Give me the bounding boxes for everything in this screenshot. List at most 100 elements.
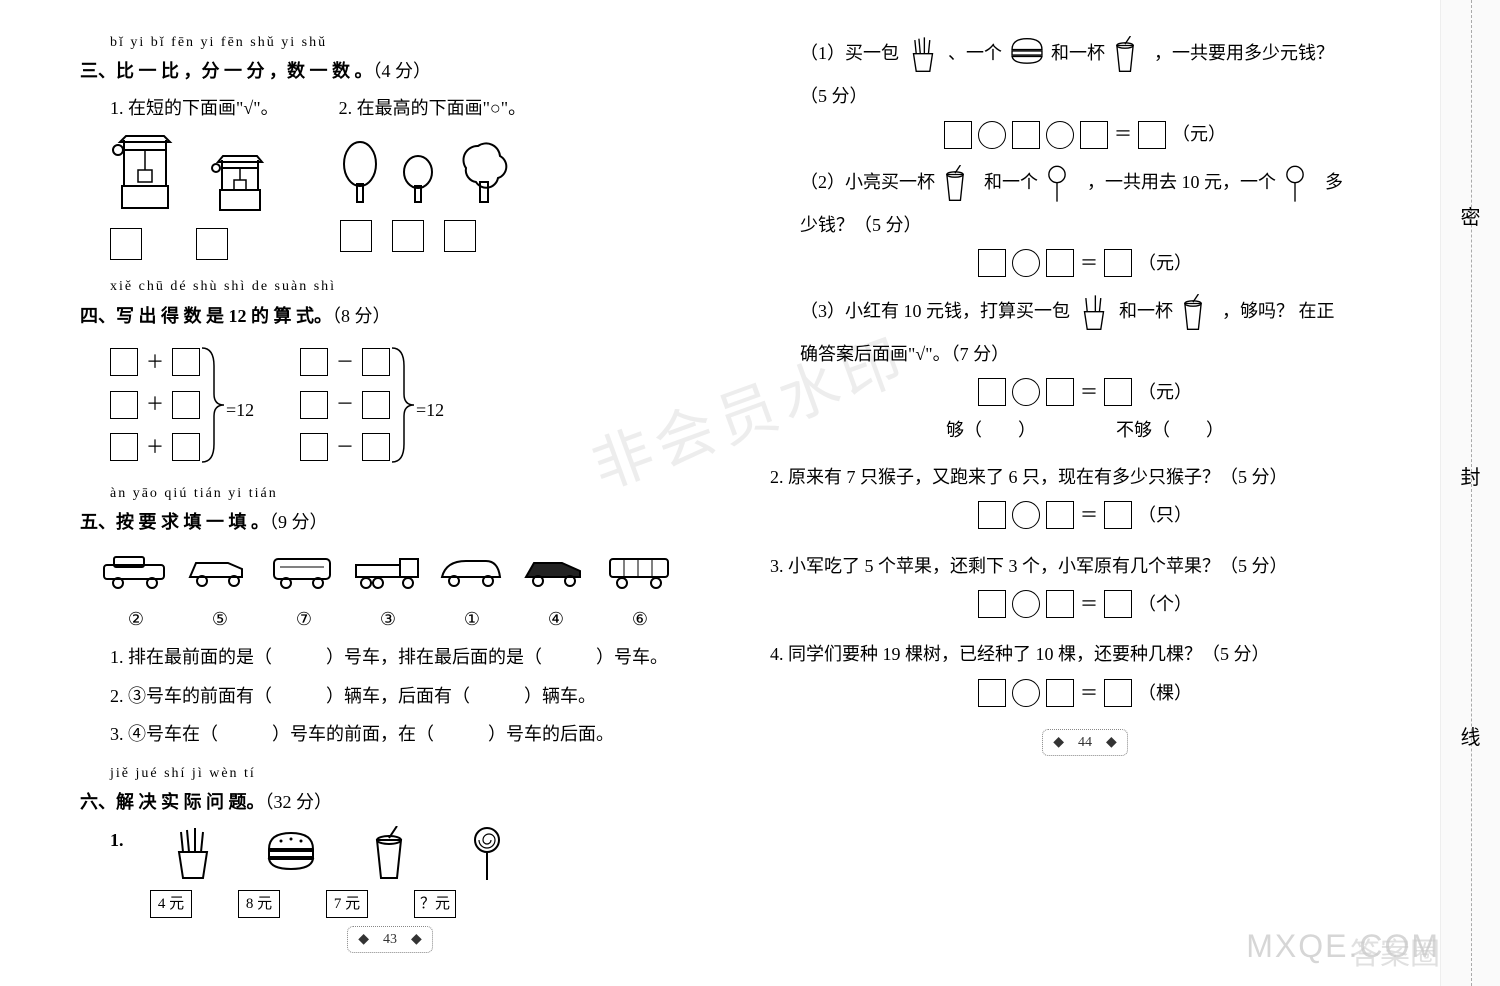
s4-a6[interactable]	[172, 433, 200, 461]
e6b2[interactable]	[1046, 679, 1074, 707]
r13b: 和一杯	[1119, 301, 1173, 321]
s4-a2[interactable]	[172, 348, 200, 376]
r-q1-3d: 确答案后面画"√"。（7 分）	[800, 338, 1400, 370]
eq-row-2: ＝（元）	[770, 247, 1400, 279]
e3b2[interactable]	[1046, 378, 1074, 406]
unit-yuan-1: （元）	[1172, 118, 1226, 150]
s4-a3[interactable]	[110, 391, 138, 419]
e1o1[interactable]	[978, 121, 1006, 149]
tree-icon-1	[340, 140, 380, 214]
s4-b3[interactable]	[300, 391, 328, 419]
s3-title-line: 三、比 一 比 ，分 一 分 ，数 一 数 。（4 分）	[80, 55, 700, 87]
e1b1[interactable]	[944, 121, 972, 149]
e1b3[interactable]	[1080, 121, 1108, 149]
s5-q3a: 3. ④号车在（	[110, 724, 218, 744]
e1b4[interactable]	[1138, 121, 1166, 149]
s3-points: （4 分）	[373, 61, 432, 81]
s5-q1c: ）号车。	[596, 647, 668, 667]
e5b3[interactable]	[1104, 590, 1132, 618]
e5o1[interactable]	[1012, 590, 1040, 618]
car-num-3: ⑦	[268, 603, 340, 635]
drink-icon	[1110, 36, 1150, 74]
unit-yuan-2: （元）	[1138, 247, 1192, 279]
s4-a1[interactable]	[110, 348, 138, 376]
e6o1[interactable]	[1012, 679, 1040, 707]
e2b2[interactable]	[1046, 249, 1074, 277]
s4-a4[interactable]	[172, 391, 200, 419]
s4-eq-1: =12	[226, 394, 254, 426]
s5-title-line: 五、按 要 求 填 一 填 。（9 分）	[80, 506, 700, 538]
car-num-4: ③	[352, 603, 424, 635]
e3o1[interactable]	[1012, 378, 1040, 406]
eq-row-6: ＝（棵）	[770, 677, 1400, 709]
unit-ge: （个）	[1138, 588, 1192, 620]
page-spread: bǐ yi bǐ fēn yi fēn shǔ yi shǔ 三、比 一 比 ，…	[0, 0, 1500, 986]
s5-q3: 3. ④号车在（ ）号车的前面，在（ ）号车的后面。	[110, 718, 700, 750]
page-num-right: ◆ 44 ◆	[770, 729, 1400, 756]
e5b2[interactable]	[1046, 590, 1074, 618]
s3-q1-box2[interactable]	[196, 228, 228, 260]
price-4: ？元	[414, 890, 456, 918]
s3-q2-box1[interactable]	[340, 220, 372, 252]
well-icon-2	[210, 152, 270, 222]
s4-b6[interactable]	[362, 433, 390, 461]
e4o1[interactable]	[1012, 501, 1040, 529]
r11d: ，一共要用多少元钱？	[1154, 43, 1334, 63]
e6b1[interactable]	[978, 679, 1006, 707]
s3-q2-box2[interactable]	[392, 220, 424, 252]
tree-icon-2	[400, 154, 436, 214]
s5-points: （9 分）	[269, 512, 328, 532]
e3b3[interactable]	[1104, 378, 1132, 406]
s5-q3c: ）号车的后面。	[488, 724, 614, 744]
lollipop-icon-2	[1281, 165, 1321, 203]
r-q1-2e: 少钱？（5 分）	[800, 209, 1400, 241]
r13c: ，够吗？ 在正	[1222, 301, 1335, 321]
e3b1[interactable]	[978, 378, 1006, 406]
s5-q2: 2. ③号车的前面有（ ）辆车，后面有（ ）辆车。	[110, 680, 700, 712]
notenough-label: 不够（	[1116, 420, 1170, 440]
s3-pinyin: bǐ yi bǐ fēn yi fēn shǔ yi shǔ	[110, 30, 700, 55]
e1o2[interactable]	[1046, 121, 1074, 149]
s4-b4[interactable]	[362, 391, 390, 419]
enough-label: 够（	[946, 420, 982, 440]
unit-zhi: （只）	[1138, 499, 1192, 531]
s4-b1[interactable]	[300, 348, 328, 376]
bracket-icon-1: =12	[200, 346, 250, 464]
eq-row-5: ＝（个）	[770, 588, 1400, 620]
side-xian: 线	[1461, 720, 1481, 756]
s4-eq-2: =12	[416, 394, 444, 426]
s3-q1-box1[interactable]	[110, 228, 142, 260]
e5b1[interactable]	[978, 590, 1006, 618]
car-icon-7	[604, 553, 676, 599]
r-q1-2: （2）小亮买一杯 和一个 ，一共用去 10 元，一个 多	[800, 165, 1400, 203]
e2b1[interactable]	[978, 249, 1006, 277]
s5-title: 五、按 要 求 填 一 填 。	[80, 512, 269, 532]
e4b1[interactable]	[978, 501, 1006, 529]
bracket-icon-2: =12	[390, 346, 440, 464]
s6-pinyin: jiě jué shí jì wèn tí	[110, 761, 700, 786]
e2o1[interactable]	[1012, 249, 1040, 277]
e2b3[interactable]	[1104, 249, 1132, 277]
e4b3[interactable]	[1104, 501, 1132, 529]
lollipop-icon	[1043, 165, 1083, 203]
enough-row: 够（ ） 不够（ ）	[770, 414, 1400, 446]
r12a: （2）小亮买一杯	[800, 172, 935, 192]
s4-equations: ＋ ＋ ＋ =12 － － － =12	[110, 346, 700, 463]
s4-b2[interactable]	[362, 348, 390, 376]
drink-icon-2	[940, 165, 980, 203]
page-num-43: 43	[383, 932, 397, 947]
s4-b5[interactable]	[300, 433, 328, 461]
car-icon-3	[268, 553, 340, 599]
side-mi: 密	[1461, 200, 1481, 236]
s4-a5[interactable]	[110, 433, 138, 461]
s5-q1a: 1. 排在最前面的是（	[110, 647, 272, 667]
left-page: bǐ yi bǐ fēn yi fēn shǔ yi shǔ 三、比 一 比 ，…	[0, 0, 750, 986]
car-num-5: ①	[436, 603, 508, 635]
e1b2[interactable]	[1012, 121, 1040, 149]
r-q3: 3. 小军吃了 5 个苹果，还剩下 3 个，小军原有几个苹果？（5 分）	[770, 550, 1400, 582]
s3-q2-box3[interactable]	[444, 220, 476, 252]
s3-title: 三、比 一 比 ，分 一 分 ，数 一 数 。	[80, 61, 373, 81]
r13a: （3）小红有 10 元钱，打算买一包	[800, 301, 1070, 321]
e6b3[interactable]	[1104, 679, 1132, 707]
e4b2[interactable]	[1046, 501, 1074, 529]
